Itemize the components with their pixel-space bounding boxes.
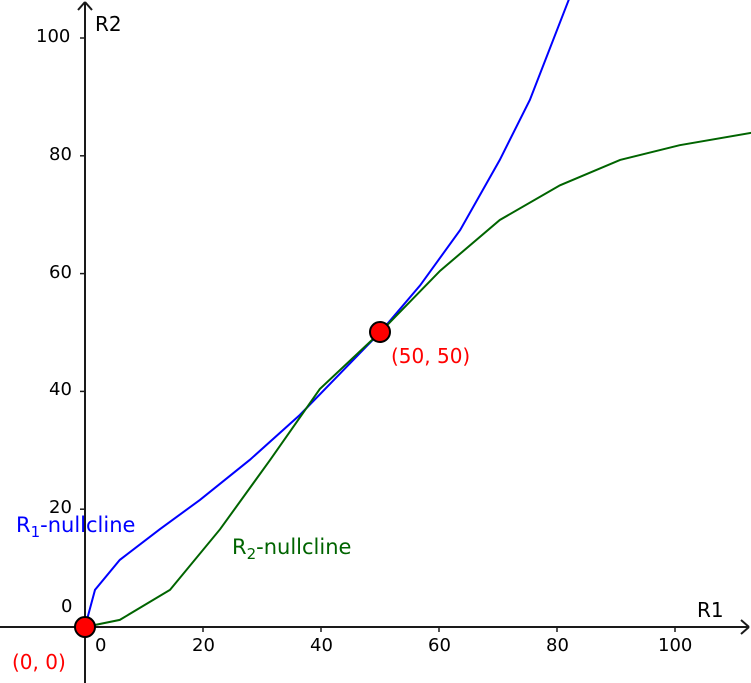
r2-label-sub: 2 — [246, 545, 257, 564]
y-tick-label: 80 — [49, 143, 72, 165]
x-axis-label: R1 — [697, 598, 724, 622]
r1-label-rest: -nullcline — [40, 513, 136, 537]
x-tick-label: 20 — [192, 635, 215, 656]
x-tick-label: 80 — [546, 635, 569, 656]
y-tick-label: 20 — [49, 497, 72, 519]
equilibrium-point-label: (50, 50) — [391, 344, 471, 368]
x-tick-label: 0 — [95, 635, 107, 656]
r2-nullcline-label: R2-nullcline — [232, 535, 351, 563]
x-tick-label: 60 — [428, 635, 451, 656]
r1-nullcline-label: R1-nullcline — [16, 513, 135, 541]
x-tick-label: 40 — [310, 635, 333, 656]
y-axis-arrow — [77, 1, 86, 11]
x-axis-arrow — [740, 626, 750, 635]
y-tick-label: 0 — [61, 596, 73, 617]
y-axis-arrow — [84, 1, 93, 11]
r2-nullcline-curve — [84, 131, 751, 628]
r1-nullcline-curve — [84, 0, 570, 628]
x-axis-arrow — [740, 619, 750, 628]
origin-point-marker — [74, 616, 96, 638]
y-tick-label: 100 — [36, 26, 71, 47]
y-axis-label: R2 — [95, 12, 122, 36]
y-tick-label: 60 — [49, 261, 72, 283]
r1-label-sub: 1 — [30, 523, 41, 542]
y-tick-label: 40 — [49, 379, 72, 401]
r1-label-main: R — [16, 513, 31, 537]
x-tick-label: 100 — [658, 635, 693, 656]
equilibrium-point-marker — [369, 321, 391, 343]
r2-label-rest: -nullcline — [256, 535, 352, 559]
r2-label-main: R — [232, 535, 247, 559]
origin-point-label: (0, 0) — [12, 650, 66, 674]
